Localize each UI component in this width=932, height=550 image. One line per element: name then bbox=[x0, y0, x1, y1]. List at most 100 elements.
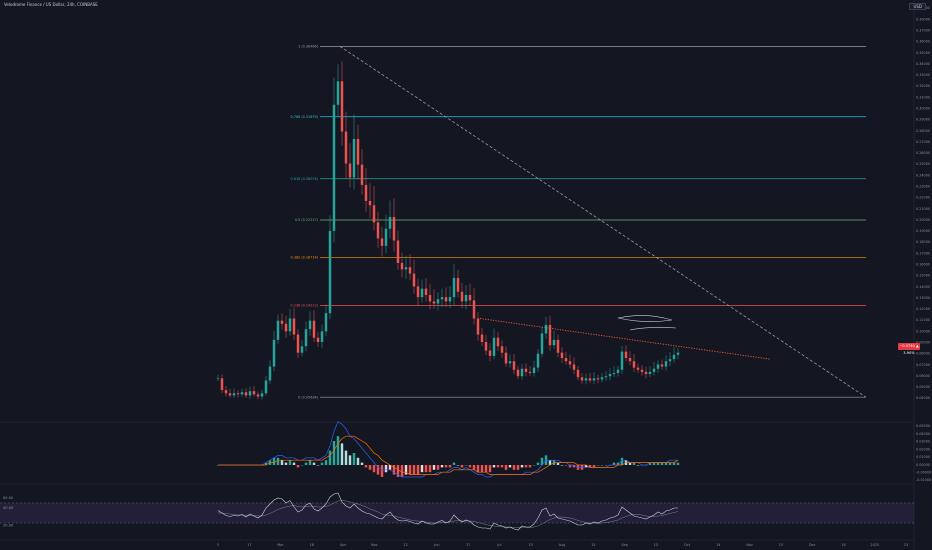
candle-body bbox=[624, 351, 628, 359]
candle-body bbox=[444, 297, 448, 302]
candle-body bbox=[244, 392, 248, 396]
candle-body bbox=[240, 392, 244, 395]
candle-body bbox=[676, 352, 680, 355]
macd-tick-label: 0.01000 bbox=[916, 455, 930, 459]
time-tick-label: Nov bbox=[746, 543, 753, 547]
candle-body bbox=[248, 391, 252, 396]
candle-body bbox=[336, 81, 340, 105]
candle-body bbox=[672, 354, 676, 360]
fib-retracement[interactable]: 1 (0.38466) 0.786 (0.31879) 0.618 (0.26076… bbox=[291, 45, 866, 400]
macd-signal-line bbox=[218, 435, 679, 475]
candle-body bbox=[476, 318, 480, 335]
candle-body bbox=[568, 361, 572, 365]
time-tick-label: Mar bbox=[277, 543, 284, 547]
candle-body bbox=[296, 334, 300, 353]
macd-histogram-bar bbox=[280, 460, 284, 465]
candle-body bbox=[328, 230, 332, 314]
fib-level-label: 1 (0.38466) bbox=[298, 45, 319, 49]
macd-histogram-bar bbox=[376, 465, 380, 475]
candle-body bbox=[332, 104, 336, 231]
price-tick-label: 0.30000 bbox=[916, 106, 930, 110]
last-price-badge: ~0.0740 ▲ 3.90% bbox=[898, 343, 920, 355]
macd-histogram-bar bbox=[272, 457, 276, 465]
macd-histogram-bar bbox=[556, 462, 560, 465]
macd-histogram-bar bbox=[380, 465, 384, 477]
candle-body bbox=[408, 267, 412, 274]
candle-body bbox=[424, 288, 428, 295]
macd-histogram-bar bbox=[312, 462, 316, 465]
time-axis[interactable]: 5 17 Mar 18 Apr Nov 12 Jun 17 Jul 15 Aug 15 Sep 13 Oct 1… bbox=[217, 543, 908, 547]
macd-histogram-bar bbox=[628, 462, 632, 465]
candle-body bbox=[492, 337, 496, 356]
time-tick-label: 17 bbox=[466, 543, 470, 547]
macd-histogram-bar bbox=[572, 465, 576, 468]
rsi-tick-label: 80.00 bbox=[3, 496, 14, 500]
macd-histogram-bar bbox=[392, 465, 396, 475]
price-tick-label: 0.21000 bbox=[916, 207, 930, 211]
candle-body bbox=[232, 393, 236, 396]
time-tick-label: 17 bbox=[247, 543, 251, 547]
candle-body bbox=[536, 353, 540, 368]
macd-histogram-bar bbox=[452, 462, 456, 465]
time-tick-label: 12 bbox=[403, 543, 407, 547]
candle-body bbox=[664, 361, 668, 367]
candle-body bbox=[604, 376, 608, 378]
candle-body bbox=[272, 339, 276, 367]
candle-body bbox=[452, 277, 456, 298]
macd-histogram-bar bbox=[320, 462, 324, 465]
price-tick-label: 0.36000 bbox=[916, 40, 930, 44]
macd-histogram-bar bbox=[456, 465, 460, 466]
macd-histogram-bar bbox=[672, 462, 676, 465]
candle-body bbox=[552, 339, 556, 346]
macd-histogram-bar bbox=[296, 465, 300, 468]
price-tick-label: 0.31000 bbox=[916, 95, 930, 99]
candle-body bbox=[532, 367, 536, 373]
candle-body bbox=[228, 393, 232, 396]
macd-histogram-bar bbox=[328, 450, 332, 465]
price-tick-label: 0.37000 bbox=[916, 28, 930, 32]
price-tick-label: 0.26000 bbox=[916, 151, 930, 155]
time-tick-label: Oct bbox=[684, 543, 691, 547]
time-tick-label: Aug bbox=[559, 543, 566, 547]
macd-histogram-bar bbox=[428, 465, 432, 473]
time-tick-label: 5 bbox=[217, 543, 219, 547]
time-tick-label: 2025 bbox=[870, 543, 879, 547]
candle-body bbox=[396, 240, 400, 263]
time-tick-label: 15 bbox=[591, 543, 595, 547]
macd-histogram-bar bbox=[364, 465, 368, 468]
price-tick-label: 0.20000 bbox=[916, 218, 930, 222]
candle-body bbox=[376, 222, 380, 239]
macd-histogram-bar bbox=[420, 465, 424, 473]
trendlines[interactable] bbox=[339, 46, 867, 398]
time-tick-label: 13 bbox=[904, 543, 908, 547]
macd-histogram-bar bbox=[592, 465, 596, 468]
candle-body bbox=[600, 377, 604, 380]
currency-badge[interactable]: USD bbox=[909, 3, 926, 10]
macd-histogram-bar bbox=[340, 443, 344, 465]
macd-histogram-bar bbox=[520, 465, 524, 468]
candle-body bbox=[484, 342, 488, 351]
rsi-tick-label: 20.00 bbox=[3, 524, 14, 528]
candle-body bbox=[364, 184, 368, 201]
macd-histogram-bar bbox=[596, 465, 600, 466]
macd-histogram-bar bbox=[532, 465, 536, 466]
candle-body bbox=[344, 131, 348, 164]
macd-tick-label: 0.00000 bbox=[916, 463, 930, 467]
candle-body bbox=[620, 351, 624, 370]
macd-histogram-bar bbox=[676, 462, 680, 465]
macd-histogram-bar bbox=[284, 462, 288, 465]
price-tick-label: 0.25000 bbox=[916, 162, 930, 166]
macd-histogram-bar bbox=[396, 465, 400, 477]
macd-histogram-bar bbox=[636, 465, 640, 466]
fib-level-label: 0.382 (0.18714) bbox=[291, 256, 319, 260]
macd-histogram-bar bbox=[292, 462, 296, 465]
macd-histogram-bar bbox=[524, 465, 528, 468]
candle-body bbox=[580, 377, 584, 381]
candle-body bbox=[220, 378, 224, 391]
candle-body bbox=[276, 320, 280, 340]
macd-histogram-bar bbox=[348, 455, 352, 465]
macd-histogram-bar bbox=[508, 465, 512, 468]
price-axis[interactable]: 0.400000.390000.370000.360000.350000.340… bbox=[916, 6, 931, 482]
